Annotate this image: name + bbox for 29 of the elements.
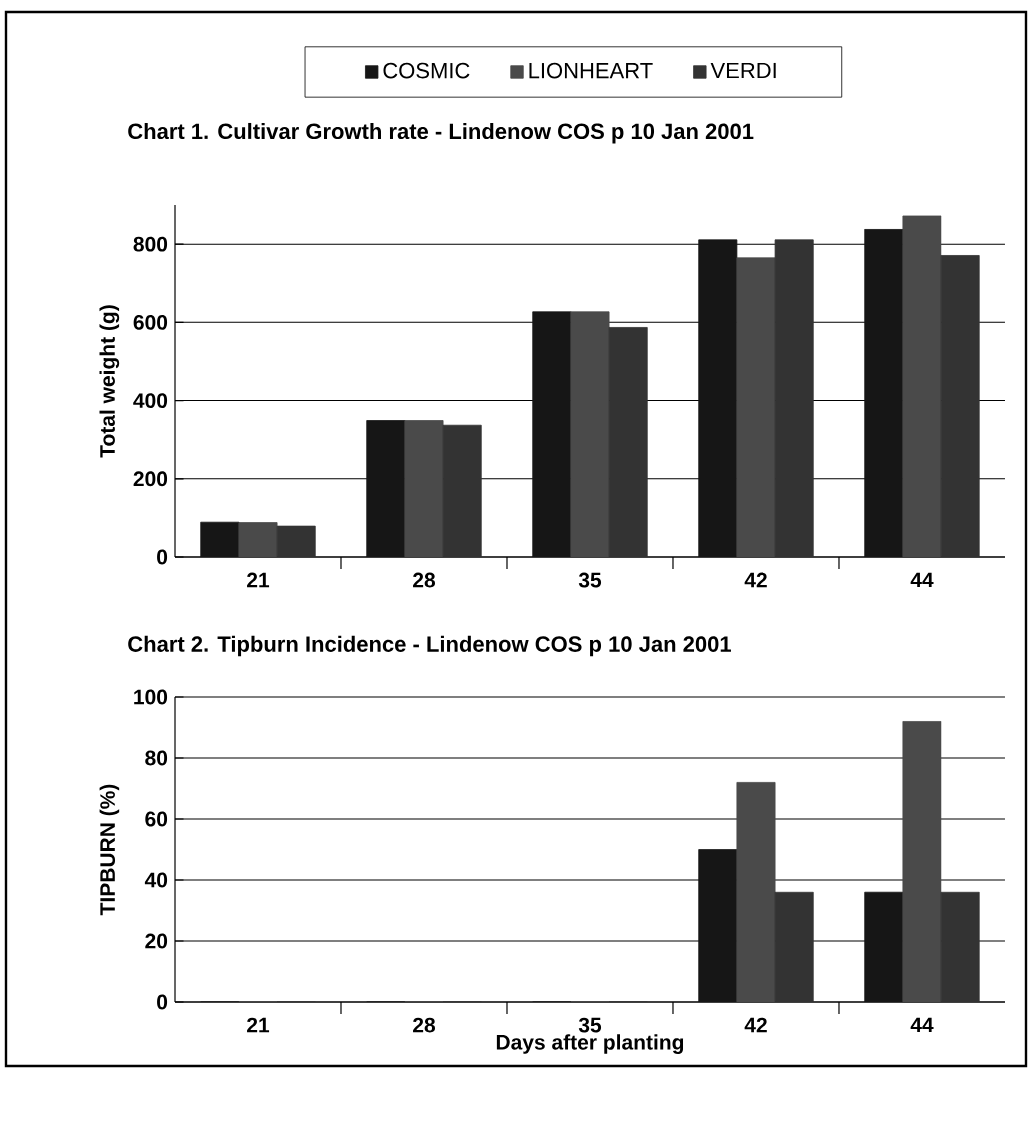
- y-tick-label: 20: [145, 933, 168, 949]
- y-tick-label: 600: [133, 314, 168, 330]
- y-tick-label: 800: [133, 236, 168, 252]
- x-tick-label: 42: [744, 1017, 767, 1033]
- x-tick-label: 42: [744, 572, 767, 588]
- x-axis-title: Days after planting: [496, 1034, 684, 1054]
- x-tick-label: 21: [247, 572, 270, 588]
- y-axis-title: TIPBURN (%): [99, 784, 120, 916]
- y-tick-label: 80: [145, 750, 168, 766]
- y-tick-label: 200: [133, 471, 168, 487]
- legend-label: VERDI: [710, 62, 776, 79]
- y-tick-label: 40: [144, 872, 168, 888]
- y-tick-label: 400: [133, 393, 168, 409]
- legend-label: LIONHEART: [529, 62, 653, 79]
- y-tick-label: 60: [145, 811, 168, 827]
- x-tick-label: 44: [910, 1017, 934, 1033]
- x-tick-label: 28: [413, 1017, 435, 1033]
- x-tick-label: 35: [578, 572, 602, 588]
- chart-title: Chart 1. Cultivar Growth rate - Lindenow COS p 10 Jan 2001: [128, 122, 754, 144]
- legend-label: COSMIC: [383, 62, 470, 79]
- y-tick-label: 0: [157, 549, 168, 565]
- y-axis-title: Total weight (g): [99, 305, 120, 458]
- y-tick-label: 0: [157, 994, 168, 1010]
- chart-title: Chart 2. Tipburn Incidence - Lindenow COS p 10 Jan 2001: [128, 635, 731, 657]
- y-tick-label: 100: [134, 689, 168, 705]
- x-tick-label: 21: [247, 1017, 270, 1033]
- x-tick-label: 35: [578, 1017, 602, 1033]
- x-tick-label: 44: [910, 572, 934, 588]
- x-tick-label: 28: [413, 572, 435, 588]
